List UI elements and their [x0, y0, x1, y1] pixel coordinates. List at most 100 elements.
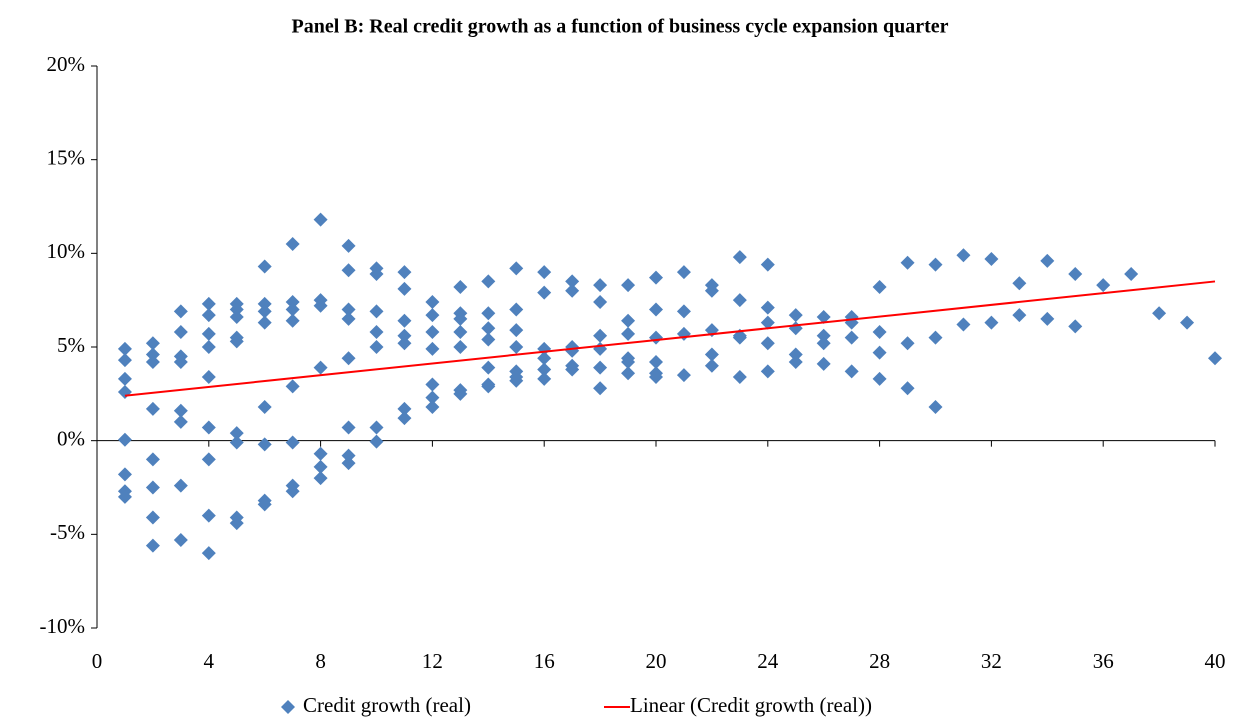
scatter-point [313, 360, 328, 375]
scatter-point [145, 401, 160, 416]
scatter-point [984, 315, 999, 330]
scatter-point [117, 341, 132, 356]
scatter-point [1068, 319, 1083, 334]
scatter-point [285, 313, 300, 328]
scatter-point [872, 371, 887, 386]
scatter-point [704, 358, 719, 373]
scatter-point [201, 508, 216, 523]
scatter-point [117, 371, 132, 386]
scatter-point [229, 334, 244, 349]
scatter-point [593, 381, 608, 396]
scatter-point [565, 343, 580, 358]
x-tick-label: 0 [92, 649, 103, 673]
scatter-point [732, 250, 747, 265]
scatter-point [145, 480, 160, 495]
scatter-point [145, 354, 160, 369]
scatter-point [117, 467, 132, 482]
scatter-point [369, 420, 384, 435]
scatter-point [788, 321, 803, 336]
x-tick-label: 24 [757, 649, 779, 673]
scatter-point [760, 336, 775, 351]
scatter-point [788, 347, 803, 362]
scatter-point [285, 295, 300, 310]
scatter-point [481, 306, 496, 321]
legend-label: Linear (Credit growth (real)) [630, 693, 872, 717]
scatter-point [593, 278, 608, 293]
scatter-point [341, 302, 356, 317]
scatter-point [649, 369, 663, 384]
scatter-point [257, 259, 272, 274]
scatter-point [676, 368, 691, 383]
scatter-point [900, 381, 915, 396]
scatter-point [537, 351, 552, 366]
scatter-point [676, 304, 691, 319]
scatter-point [173, 304, 188, 319]
scatter-point [481, 360, 496, 375]
scatter-point [453, 311, 468, 326]
scatter-point [201, 420, 216, 435]
scatter-point [285, 379, 300, 394]
scatter-point [1096, 278, 1111, 293]
scatter-point [537, 285, 552, 300]
scatter-point [872, 345, 887, 360]
scatter-point [481, 321, 496, 336]
scatter-point [732, 330, 747, 345]
scatter-point [1152, 306, 1167, 321]
scatter-point [201, 546, 216, 561]
scatter-point [425, 377, 440, 392]
scatter-point [593, 328, 608, 343]
scatter-point [257, 304, 272, 319]
scatter-point [537, 371, 552, 386]
scatter-point [928, 330, 943, 345]
scatter-point [257, 437, 272, 452]
y-tick-label: 10% [47, 239, 86, 263]
scatter-point [397, 411, 412, 426]
scatter-point [621, 354, 636, 369]
scatter-point [229, 302, 244, 317]
scatter-point [425, 341, 440, 356]
scatter-point [1012, 276, 1027, 291]
x-tick-label: 16 [534, 649, 555, 673]
scatter-point [872, 325, 887, 340]
scatter-point [117, 353, 132, 368]
scatter-point [369, 434, 384, 449]
scatter-point [341, 448, 356, 463]
scatter-point [341, 311, 356, 326]
scatter-point [1180, 315, 1195, 330]
y-tick-label: 15% [47, 145, 86, 169]
scatter-point [565, 362, 580, 377]
scatter-point [313, 471, 328, 486]
scatter-point [509, 302, 524, 317]
scatter-point [145, 510, 160, 525]
scatter-point [117, 489, 132, 504]
scatter-point [704, 347, 719, 362]
scatter-point [760, 315, 775, 330]
x-tick-label: 20 [646, 649, 667, 673]
scatter-point [229, 310, 244, 325]
scatter-point [201, 452, 216, 467]
scatter-point [732, 369, 747, 384]
y-tick-label: 5% [57, 333, 85, 357]
scatter-point [453, 280, 468, 295]
scatter-point [285, 435, 300, 450]
y-tick-label: 0% [57, 426, 85, 450]
scatter-point [844, 364, 859, 379]
scatter-point [145, 347, 160, 362]
scatter-point [509, 323, 524, 338]
scatter-point [788, 308, 803, 323]
scatter-point [369, 304, 384, 319]
scatter-point [257, 399, 272, 414]
scatter-point [676, 265, 691, 280]
x-tick-label: 36 [1093, 649, 1114, 673]
scatter-point [760, 257, 775, 272]
scatter-point [397, 281, 412, 296]
scatter-point [173, 478, 188, 493]
scatter-point [257, 296, 272, 311]
scatter-point [201, 369, 216, 384]
scatter-point [425, 390, 440, 405]
scatter-point [956, 248, 971, 263]
scatter-point [117, 384, 132, 399]
scatter-point [173, 354, 188, 369]
scatter-point [425, 325, 440, 340]
scatter-point [173, 414, 188, 429]
